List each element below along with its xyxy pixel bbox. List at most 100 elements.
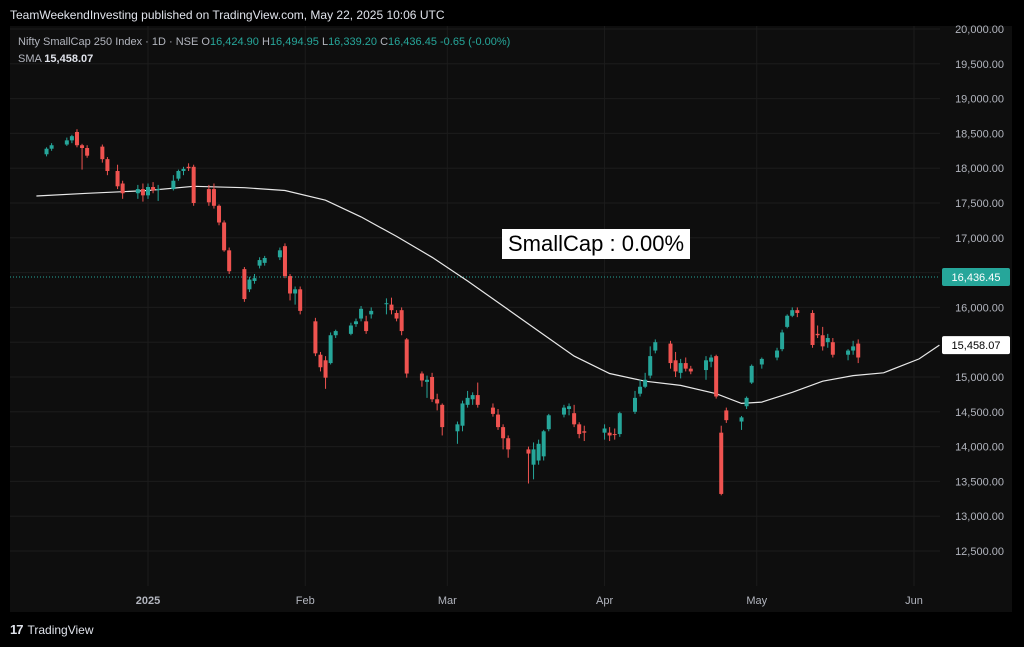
legend-high-label: H	[261, 36, 270, 48]
candle-down	[475, 395, 480, 405]
legend-close-label: C	[380, 36, 389, 48]
candle-down	[724, 410, 729, 421]
candle-up	[744, 397, 749, 407]
sma-price-tag	[942, 336, 1010, 355]
candle-down	[389, 304, 394, 311]
candle-down	[186, 166, 191, 169]
candle-down	[683, 363, 688, 369]
y-tick-label: 12,500.00	[955, 546, 1004, 558]
candle-up	[541, 431, 546, 457]
candle-up	[171, 180, 176, 190]
candle-up	[759, 358, 764, 365]
last-price-tag	[942, 268, 1010, 287]
candle-down	[105, 159, 110, 171]
candle-up	[460, 403, 465, 426]
candle-up	[536, 443, 541, 461]
candle-up	[704, 360, 709, 371]
candle-down	[222, 222, 227, 251]
candle-up	[790, 310, 795, 316]
candle-up	[348, 325, 353, 334]
candle-down	[288, 276, 293, 294]
candle-up	[531, 449, 536, 465]
candle-up	[146, 186, 150, 196]
time-axis[interactable]	[10, 586, 1012, 612]
candle-up	[653, 342, 658, 351]
last-price-tag-label: 16,436.45	[952, 272, 1001, 284]
y-tick-label: 14,000.00	[955, 442, 1004, 454]
candle-down	[815, 333, 820, 336]
candle-up	[277, 250, 282, 258]
y-tick-label: 20,000.00	[955, 24, 1004, 36]
candle-down	[227, 250, 232, 272]
candle-up	[49, 145, 54, 149]
candle-down	[151, 186, 156, 191]
candle-up	[739, 417, 744, 422]
plot-area[interactable]	[10, 26, 940, 586]
price-axis[interactable]	[940, 26, 1012, 586]
legend-low-value: 16,339.20	[328, 36, 377, 48]
candle-down	[399, 310, 404, 332]
candle-down	[282, 246, 287, 277]
candle-down	[404, 339, 409, 374]
candle-down	[430, 377, 435, 400]
y-tick-label: 17,000.00	[955, 233, 1004, 245]
x-tick-label: Apr	[596, 595, 613, 607]
candle-down	[298, 289, 303, 311]
legend-ohlc-row: Nifty SmallCap 250 Index · 1D · NSE O 16,…	[18, 34, 510, 51]
candle-down	[120, 183, 125, 194]
candle-up	[156, 189, 161, 191]
candle-up	[561, 407, 566, 415]
candle-up	[181, 168, 186, 171]
candle-down	[795, 310, 800, 313]
legend: Nifty SmallCap 250 Index · 1D · NSE O 16,…	[18, 34, 510, 68]
candle-up	[775, 350, 780, 358]
candle-up	[709, 357, 714, 362]
y-tick-label: 14,500.00	[955, 407, 1004, 419]
candle-up	[293, 289, 298, 294]
candle-up	[846, 350, 851, 355]
candle-down	[668, 343, 673, 364]
legend-open-label: O	[201, 36, 210, 48]
y-tick-label: 18,000.00	[955, 163, 1004, 175]
legend-sma-row[interactable]: SMA 15,458.07	[18, 51, 510, 68]
legend-low-label: L	[321, 36, 329, 48]
candle-down	[490, 407, 495, 414]
candle-down	[810, 312, 815, 345]
legend-symbol[interactable]: Nifty SmallCap 250 Index · 1D · NSE	[18, 36, 199, 48]
candle-down	[217, 205, 222, 223]
y-tick-label: 18,500.00	[955, 128, 1004, 140]
candle-down	[582, 431, 587, 433]
candle-up	[359, 308, 364, 319]
candle-up	[780, 332, 785, 350]
candle-down	[714, 356, 719, 397]
candle-down	[612, 434, 617, 436]
annotation-label[interactable]: SmallCap : 0.00%	[502, 229, 691, 259]
candle-up	[262, 257, 267, 263]
legend-close-value: 16,436.45	[388, 36, 437, 48]
candle-down	[440, 404, 445, 428]
candle-down	[856, 343, 861, 358]
candle-down	[607, 432, 612, 436]
y-tick-label: 16,000.00	[955, 302, 1004, 314]
candle-up	[785, 315, 790, 327]
candle-down	[820, 335, 825, 347]
candle-up	[749, 365, 754, 383]
candle-down	[85, 148, 90, 156]
candle-up	[64, 140, 69, 145]
candle-up	[384, 303, 389, 305]
candle-up	[252, 278, 257, 281]
legend-high-value: 16,494.95	[269, 36, 319, 48]
candle-up	[369, 310, 374, 315]
y-tick-label: 13,000.00	[955, 511, 1004, 523]
x-tick-label: Jun	[905, 595, 923, 607]
candle-down	[140, 189, 145, 196]
candle-down	[100, 146, 105, 160]
footer-brand[interactable]: 17 TradingView	[10, 622, 94, 637]
y-tick-label: 19,500.00	[955, 59, 1004, 71]
candle-down	[80, 145, 85, 149]
y-tick-label: 13,500.00	[955, 476, 1004, 488]
candle-down	[323, 360, 328, 378]
candle-up	[69, 136, 74, 141]
candle-up	[44, 148, 49, 155]
